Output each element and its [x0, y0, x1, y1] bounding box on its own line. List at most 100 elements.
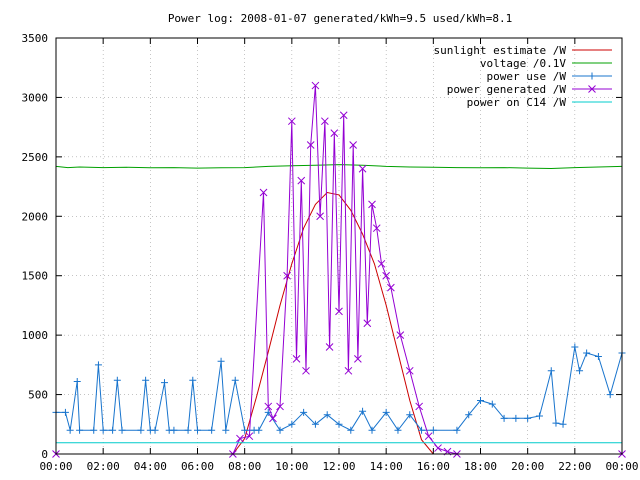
- data-point: [276, 426, 284, 434]
- x-tick-label: 16:00: [417, 460, 450, 473]
- data-point: [359, 407, 367, 415]
- data-point: [236, 434, 244, 443]
- data-point: [259, 188, 268, 197]
- data-point: [66, 426, 74, 434]
- data-point: [429, 426, 437, 434]
- data-point: [576, 367, 584, 375]
- data-point: [311, 420, 319, 428]
- y-tick-label: 1000: [22, 329, 49, 342]
- data-point: [524, 414, 532, 422]
- data-point: [377, 259, 386, 268]
- data-point: [535, 412, 543, 420]
- data-point: [208, 426, 216, 434]
- y-tick-label: 3000: [22, 91, 49, 104]
- series-1: [55, 164, 623, 170]
- x-tick-label: 04:00: [134, 460, 167, 473]
- data-point: [90, 426, 98, 434]
- data-point: [73, 377, 81, 385]
- data-point: [61, 408, 69, 416]
- data-point: [406, 411, 414, 419]
- series-line: [55, 164, 623, 170]
- x-tick-label: 00:00: [605, 460, 638, 473]
- data-point: [113, 376, 121, 384]
- data-point: [323, 411, 331, 419]
- x-tick-label: 14:00: [370, 460, 403, 473]
- data-point: [547, 367, 555, 375]
- legend-label: sunlight estimate /W: [434, 44, 567, 57]
- x-tick-label: 12:00: [322, 460, 355, 473]
- y-tick-label: 500: [28, 389, 48, 402]
- legend-label: voltage /0.1V: [480, 57, 566, 70]
- legend-marker: [588, 72, 596, 80]
- data-point: [255, 426, 263, 434]
- data-point: [571, 343, 579, 351]
- data-point: [594, 353, 602, 361]
- data-point: [320, 117, 329, 126]
- chart-title: Power log: 2008-01-07 generated/kWh=9.5 …: [168, 12, 512, 25]
- data-point: [372, 224, 381, 233]
- data-point: [339, 111, 348, 120]
- data-point: [368, 426, 376, 434]
- data-point: [325, 343, 334, 351]
- data-point: [269, 414, 277, 423]
- x-tick-label: 06:00: [181, 460, 214, 473]
- data-point: [434, 444, 442, 452]
- x-tick-label: 22:00: [558, 460, 591, 473]
- data-point: [606, 391, 614, 399]
- data-point: [387, 283, 395, 292]
- series-2: [52, 343, 626, 434]
- data-point: [142, 376, 150, 384]
- data-point: [76, 426, 84, 434]
- data-point: [500, 414, 508, 422]
- data-point: [217, 357, 225, 365]
- y-tick-label: 1500: [22, 270, 49, 283]
- data-point: [222, 426, 230, 434]
- data-point: [283, 271, 291, 280]
- data-point: [552, 419, 560, 427]
- data-point: [415, 402, 424, 411]
- data-point: [99, 426, 107, 434]
- data-point: [306, 141, 315, 149]
- y-tick-label: 2000: [22, 210, 49, 223]
- x-tick-label: 08:00: [228, 460, 261, 473]
- data-point: [418, 426, 426, 434]
- data-point: [382, 271, 391, 280]
- series-3: [52, 81, 626, 458]
- data-point: [465, 411, 473, 419]
- series-line: [56, 346, 623, 432]
- data-point: [394, 426, 402, 434]
- data-point: [368, 200, 376, 209]
- data-point: [311, 81, 320, 90]
- series-layer: [52, 81, 626, 458]
- data-point: [245, 432, 254, 441]
- x-tick-label: 02:00: [87, 460, 120, 473]
- data-point: [424, 432, 433, 441]
- data-point: [358, 164, 367, 173]
- data-point: [276, 402, 284, 411]
- axes: 0 500 1000 1500 2000 2500 3000 3500 00:00 02:00 04…: [22, 32, 639, 473]
- data-point: [297, 176, 306, 185]
- data-point: [300, 408, 308, 416]
- data-point: [302, 366, 310, 375]
- data-point: [488, 400, 496, 408]
- data-point: [382, 408, 390, 416]
- data-point: [160, 379, 168, 387]
- x-tick-label: 00:00: [39, 460, 72, 473]
- y-tick-label: 3500: [22, 32, 49, 45]
- data-point: [405, 366, 414, 375]
- legend-label: power on C14 /W: [467, 96, 567, 109]
- data-point: [231, 376, 239, 384]
- data-point: [335, 307, 343, 316]
- data-point: [292, 355, 301, 363]
- data-point: [170, 426, 178, 434]
- legend-marker: [588, 85, 596, 93]
- data-point: [349, 141, 358, 149]
- data-point: [288, 420, 296, 428]
- data-point: [396, 331, 405, 339]
- y-tick-label: 2500: [22, 151, 49, 164]
- data-point: [344, 366, 353, 375]
- data-point: [363, 319, 372, 328]
- data-point: [109, 426, 117, 434]
